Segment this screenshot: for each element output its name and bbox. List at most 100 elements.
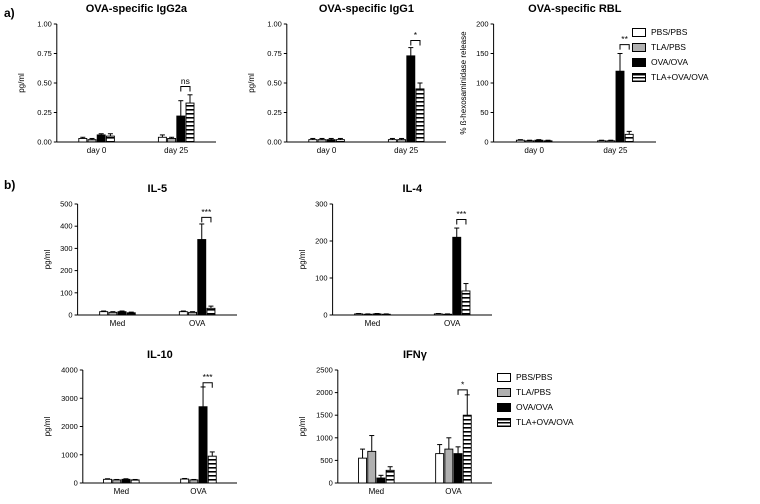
bar-PBS/PBS xyxy=(387,139,397,143)
chart-il-10: IL-10 pg/ml 0 1000 2000 3000 4000 Med OVA *** xyxy=(40,346,245,503)
bar-OVA/OVA xyxy=(376,477,386,484)
y-axis-label: pg/ml xyxy=(43,416,52,436)
y-tick-label: 2000 xyxy=(61,422,78,431)
bar-PBS/PBS xyxy=(354,313,364,316)
chart-ifn-gamma: IFNγ pg/ml 0 500 1000 1500 2000 2500 Med OVA * xyxy=(295,346,500,503)
chart-title: IL-5 xyxy=(148,183,168,195)
legend-label: TLA/PBS xyxy=(651,42,686,52)
x-tick-label: Med xyxy=(365,319,381,328)
y-axis-label: pg/ml xyxy=(43,249,52,269)
significance-bracket xyxy=(456,219,467,225)
bar-OVA/OVA xyxy=(326,139,336,143)
bar-TLA/PBS xyxy=(606,140,616,143)
bar-OVA/OVA xyxy=(117,311,127,316)
significance-label: *** xyxy=(201,207,212,217)
significance-bracket xyxy=(201,216,212,223)
y-tick-label: 50 xyxy=(480,108,488,117)
y-tick-label: 1.00 xyxy=(37,20,52,29)
y-tick-label: 3000 xyxy=(61,394,78,403)
bar-TLA+OVA/OVA xyxy=(385,469,395,484)
x-tick-label: day 0 xyxy=(317,146,337,155)
legend-swatch-black xyxy=(632,57,646,67)
bar-PBS/PBS xyxy=(180,478,190,484)
bar-OVA/OVA xyxy=(406,55,416,143)
bar-OVA/OVA xyxy=(453,453,463,484)
bar-TLA/PBS xyxy=(87,139,97,143)
bar-PBS/PBS xyxy=(433,313,443,316)
chart-title: IFNγ xyxy=(403,349,428,361)
significance-label: ** xyxy=(621,34,628,44)
chart-svg: IFNγ pg/ml 0 500 1000 1500 2000 2500 Med OVA * xyxy=(298,349,492,496)
significance-label: *** xyxy=(203,372,214,382)
y-tick-label: 2500 xyxy=(316,366,333,375)
chart-title: OVA-specific RBL xyxy=(528,3,622,15)
significance-bracket xyxy=(619,44,630,50)
legend-item-ova-ova: OVA/OVA xyxy=(497,402,574,412)
x-tick-label: Med xyxy=(114,487,130,496)
y-tick-label: 200 xyxy=(60,266,73,275)
y-tick-label: 0 xyxy=(484,138,488,147)
significance-label: *** xyxy=(456,209,467,219)
bar-TLA/PBS xyxy=(317,139,327,143)
bar-TLA/PBS xyxy=(397,139,407,143)
chart-title: IL-4 xyxy=(403,183,423,195)
bar-TLA+OVA/OVA xyxy=(381,313,391,316)
bar-TLA+OVA/OVA xyxy=(461,290,471,316)
x-tick-label: Med xyxy=(369,487,385,496)
y-axis-label: pg/ml xyxy=(247,73,256,93)
legend-item-pbs-pbs: PBS/PBS xyxy=(632,27,709,37)
legend-swatch-gray xyxy=(497,387,511,397)
x-tick-label: day 25 xyxy=(164,146,189,155)
bar-TLA/PBS xyxy=(525,140,535,143)
legend-item-tla-pbs: TLA/PBS xyxy=(497,387,574,397)
y-axis-label: pg/ml xyxy=(298,416,307,436)
legend-item-ova-ova: OVA/OVA xyxy=(632,57,709,67)
chart-svg: OVA-specific IgG1 pg/ml 0.00 0.25 0.50 0.75 1.… xyxy=(247,3,446,155)
bar-TLA+OVA/OVA xyxy=(624,133,634,143)
bar-PBS/PBS xyxy=(99,311,109,316)
legend-panel-a: PBS/PBS TLA/PBS OVA/OVA TLA+OVA/OVA xyxy=(632,27,709,82)
bar-TLA/PBS xyxy=(188,311,198,316)
bar-PBS/PBS xyxy=(103,478,112,484)
bar-OVA/OVA xyxy=(176,115,186,143)
legend-item-tla-pbs: TLA/PBS xyxy=(632,42,709,52)
legend-swatch-white xyxy=(632,27,646,37)
bar-TLA/PBS xyxy=(167,138,177,143)
y-tick-label: 4000 xyxy=(61,366,78,375)
bar-OVA/OVA xyxy=(452,236,462,316)
y-tick-label: 1.00 xyxy=(267,20,282,29)
legend-label: TLA+OVA/OVA xyxy=(516,417,574,427)
bar-TLA+OVA/OVA xyxy=(462,414,472,484)
bar-TLA+OVA/OVA xyxy=(543,140,553,143)
significance-bracket xyxy=(457,389,468,395)
legend-swatch-stripes xyxy=(497,417,511,427)
legend-label: OVA/OVA xyxy=(651,57,689,67)
bar-TLA/PBS xyxy=(363,313,373,316)
bar-TLA/PBS xyxy=(367,450,377,484)
y-tick-label: 0.50 xyxy=(37,79,52,88)
y-tick-label: 1500 xyxy=(316,411,333,420)
y-tick-label: 200 xyxy=(476,20,489,29)
x-tick-label: day 0 xyxy=(87,146,107,155)
bar-PBS/PBS xyxy=(515,139,525,143)
panel-a-label: a) xyxy=(4,6,15,20)
bar-TLA+OVA/OVA xyxy=(415,88,425,143)
significance-label: * xyxy=(461,379,465,389)
y-tick-label: 0 xyxy=(74,479,78,488)
bar-PBS/PBS xyxy=(435,453,445,484)
chart-svg: OVA-specific RBL % ß-hexosaminidase relea… xyxy=(459,3,656,155)
x-tick-label: OVA xyxy=(445,487,462,496)
chart-title: IL-10 xyxy=(147,349,173,361)
bar-OVA/OVA xyxy=(121,478,131,484)
legend-label: PBS/PBS xyxy=(651,27,688,37)
bar-TLA/PBS xyxy=(112,479,122,484)
y-tick-label: 100 xyxy=(315,274,328,283)
bar-OVA/OVA xyxy=(615,70,625,143)
x-tick-label: day 0 xyxy=(524,146,544,155)
y-tick-label: 500 xyxy=(320,456,333,465)
significance-label: * xyxy=(414,30,418,40)
y-tick-label: 300 xyxy=(315,200,328,209)
chart-ova-specific-rbl: OVA-specific RBL % ß-hexosaminidase relea… xyxy=(456,0,664,162)
y-tick-label: 500 xyxy=(60,200,73,209)
